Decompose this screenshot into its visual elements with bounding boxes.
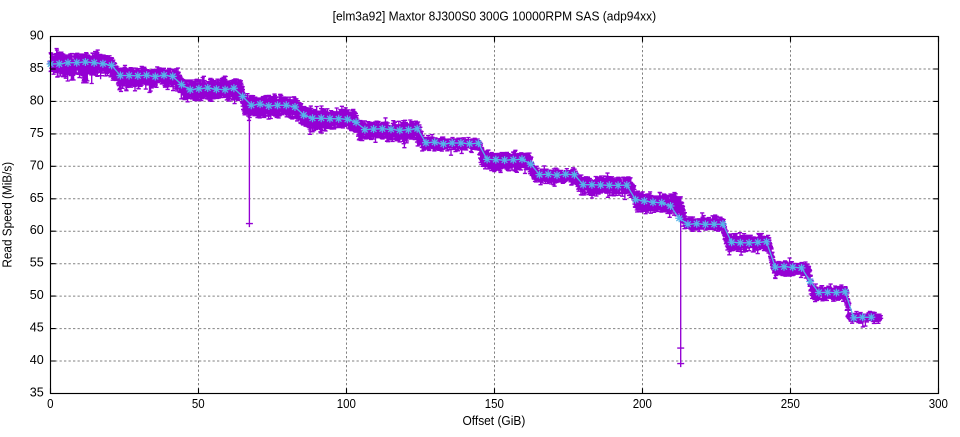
svg-text:85: 85 — [30, 61, 44, 75]
svg-text:250: 250 — [781, 397, 800, 411]
svg-text:65: 65 — [30, 191, 44, 205]
svg-text:50: 50 — [192, 397, 205, 411]
svg-text:55: 55 — [30, 256, 44, 270]
svg-text:Read Speed (MiB/s): Read Speed (MiB/s) — [0, 162, 14, 268]
svg-text:0: 0 — [47, 397, 53, 411]
svg-text:90: 90 — [30, 29, 44, 43]
svg-text:Offset (GiB): Offset (GiB) — [463, 414, 526, 428]
svg-text:200: 200 — [633, 397, 652, 411]
svg-text:75: 75 — [30, 126, 44, 140]
svg-text:70: 70 — [30, 158, 44, 172]
svg-text:[elm3a92] Maxtor 8J300S0 300G: [elm3a92] Maxtor 8J300S0 300G 10000RPM S… — [333, 10, 657, 24]
svg-text:150: 150 — [485, 397, 504, 411]
svg-text:80: 80 — [30, 93, 44, 107]
svg-text:50: 50 — [30, 288, 44, 302]
svg-text:60: 60 — [30, 223, 44, 237]
svg-text:35: 35 — [30, 386, 44, 400]
svg-text:45: 45 — [30, 321, 44, 335]
svg-text:300: 300 — [929, 397, 948, 411]
svg-text:100: 100 — [337, 397, 356, 411]
svg-text:40: 40 — [30, 353, 44, 367]
